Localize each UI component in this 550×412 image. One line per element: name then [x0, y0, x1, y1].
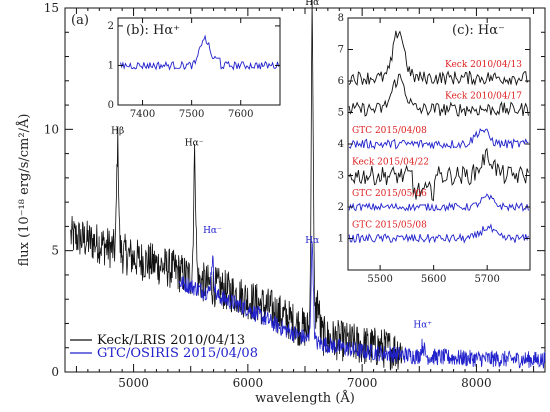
- inset-c-x-tick-label: 5600: [421, 274, 446, 285]
- inset-b-y-tick-label: 2: [108, 21, 114, 32]
- inset-c-spectrum-line: [348, 128, 529, 150]
- inset-b-x-tick-label: 7500: [179, 109, 204, 120]
- y-tick-label: 0: [51, 365, 59, 379]
- inset-c-series: [348, 30, 529, 244]
- y-axis-label: flux (10⁻¹⁸ erg/s/cm²/Å): [16, 114, 32, 267]
- inset-c-series-label: Keck 2010/04/13: [445, 60, 522, 70]
- x-tick-label: 8000: [461, 376, 492, 390]
- inset-c-series-labels: Keck 2010/04/13 Keck 2010/04/17 GTC 2015/0…: [352, 60, 522, 231]
- inset-c-x-tick-label: 5500: [367, 274, 392, 285]
- inset-c-y-tick-label: 6: [338, 76, 344, 87]
- inset-c-series-label: Keck 2015/04/22: [352, 157, 429, 167]
- line-annotation: Hα: [305, 0, 319, 8]
- x-tick-label: 5000: [118, 376, 149, 390]
- inset-c-y-tick-label: 5: [338, 108, 344, 119]
- inset-c-y-tick-label: 7: [338, 45, 344, 56]
- x-tick-label: 6000: [233, 376, 264, 390]
- legend-label-keck: Keck/LRIS 2010/04/13: [97, 333, 245, 348]
- inset-c-spectrum-line: [348, 30, 529, 87]
- inset-c-y-tick-label: 2: [338, 202, 344, 213]
- inset-c-spectrum-line: [348, 193, 529, 213]
- inset-c-y-tick-label: 4: [338, 139, 344, 150]
- inset-c-series-label: Keck 2010/04/17: [445, 91, 522, 101]
- line-annotation: Hα⁺: [413, 321, 432, 331]
- line-annotation: Hβ: [111, 127, 124, 137]
- y-tick-label: 15: [44, 1, 59, 15]
- main-series-group: [70, 0, 546, 372]
- line-annotation: Hα: [305, 236, 319, 246]
- legend-label-gtc: GTC/OSIRIS 2015/04/08: [97, 346, 258, 361]
- y-tick-label: 10: [44, 122, 59, 136]
- inset-b-spectrum-line: [120, 34, 280, 71]
- main-annotations: Hβ Hα⁻ Hα⁻ Hα Hα Hα⁺: [111, 0, 432, 331]
- y-tick-label: 5: [51, 244, 59, 258]
- inset-b-plot: 7400 7500 7600 0 1 2 (b): Hα⁺: [108, 17, 281, 120]
- inset-c-spectrum-line: [348, 223, 529, 244]
- inset-b-frame: [117, 17, 281, 106]
- line-annotation: Hα⁻: [203, 226, 222, 236]
- inset-b-ticks: 7400 7500 7600 0 1 2: [108, 18, 280, 120]
- line-annotation: Hα⁻: [185, 139, 204, 149]
- inset-b-series: [120, 34, 280, 71]
- inset-c-series-label: GTC 2015/05/08: [352, 220, 427, 230]
- inset-c-ticks: 5500 5600 5700 1 2 3 4 5 6 7 8: [338, 13, 530, 285]
- legend: Keck/LRIS 2010/04/13 GTC/OSIRIS 2015/04/…: [70, 333, 258, 361]
- inset-b-y-tick-label: 1: [108, 60, 114, 71]
- inset-c-spectrum-line: [348, 73, 529, 117]
- x-tick-label: 7000: [347, 376, 378, 390]
- inset-b-x-tick-label: 7600: [228, 109, 253, 120]
- inset-b-y-tick-label: 0: [108, 100, 114, 111]
- gtc-spectrum-line: [178, 241, 546, 369]
- inset-b-title: (b): Hα⁺: [126, 23, 180, 38]
- keck-spectrum-line: [70, 0, 403, 372]
- inset-b-background: [118, 18, 280, 105]
- inset-c-y-tick-label: 8: [338, 13, 344, 24]
- inset-c-title: (c): Hα⁻: [452, 23, 505, 38]
- inset-c-spectrum-line: [348, 147, 529, 202]
- panel-a-tag: (a): [71, 13, 89, 28]
- inset-c-series-label: GTC 2015/05/06: [352, 189, 427, 199]
- inset-c-y-tick-label: 3: [338, 171, 344, 182]
- inset-c-x-tick-label: 5700: [474, 274, 499, 285]
- inset-c-y-tick-label: 1: [338, 234, 344, 245]
- x-axis-label: wavelength (Å): [255, 390, 355, 406]
- inset-c-series-label: GTC 2015/04/08: [352, 126, 427, 136]
- inset-b-x-tick-label: 7400: [130, 109, 155, 120]
